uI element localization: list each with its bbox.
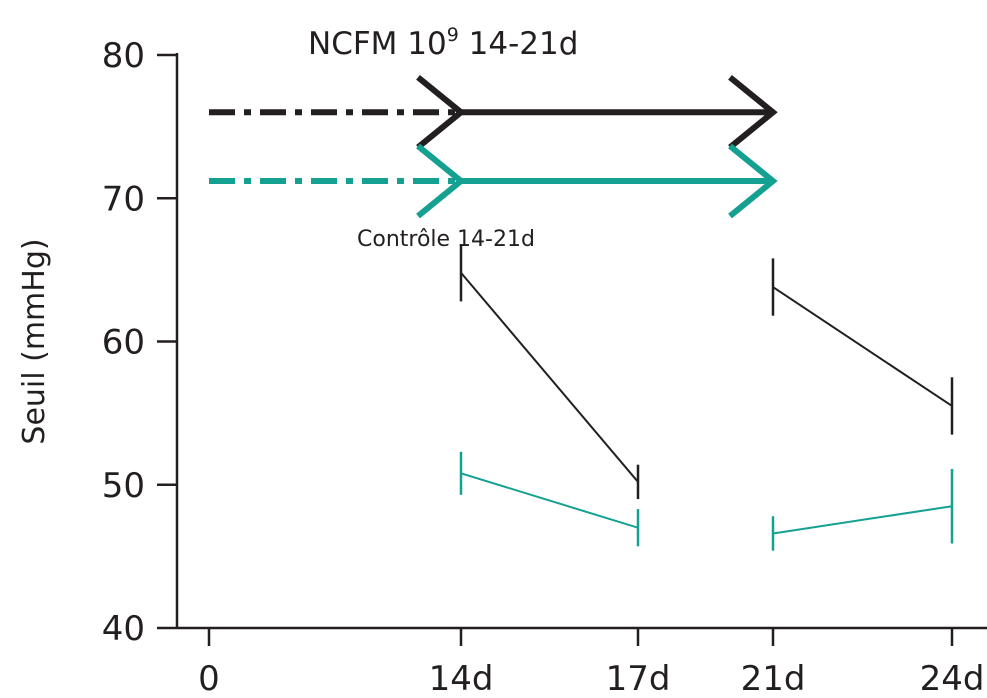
annotation-ncfm: NCFM 109 14-21d: [308, 24, 578, 62]
annotations: NCFM 109 14-21d Contrôle 14-21d: [308, 24, 578, 252]
axes: Seuil (mmHg): [17, 53, 987, 630]
arrow-head-ncfm: [728, 74, 778, 150]
y-axis-title: Seuil (mmHg): [17, 238, 52, 444]
x-tick-label: 0: [198, 659, 220, 698]
y-tick-label: 70: [102, 179, 145, 219]
arrows: [209, 74, 778, 219]
x-tick-label: 24d: [920, 659, 985, 698]
annotation-control: Contrôle 14-21d: [357, 227, 535, 252]
data-line-control: [772, 505, 953, 535]
y-tick-label: 80: [102, 36, 145, 76]
series: [459, 244, 954, 551]
y-tick-label: 50: [102, 466, 145, 506]
data-line-ncfm: [772, 286, 953, 407]
data-line-control: [460, 472, 639, 529]
annotation-ncfm-suffix: 14-21d: [459, 26, 579, 62]
annotation-ncfm-text: NCFM 10: [308, 26, 447, 62]
y-tick-label: 40: [102, 609, 145, 649]
y-tick-label: 60: [102, 323, 145, 363]
x-tick-label: 14d: [429, 659, 494, 698]
arrow-head-ncfm: [416, 74, 466, 150]
arrow-head-control: [728, 143, 778, 219]
annotation-ncfm-superscript: 9: [447, 24, 459, 46]
x-tick-label: 17d: [606, 659, 671, 698]
data-line-ncfm: [460, 272, 639, 483]
arrow-head-control: [416, 143, 466, 219]
ticks: 40 50 60 70 80 0 14d 17d 21d 24d: [102, 36, 985, 698]
x-tick-label: 21d: [741, 659, 806, 698]
